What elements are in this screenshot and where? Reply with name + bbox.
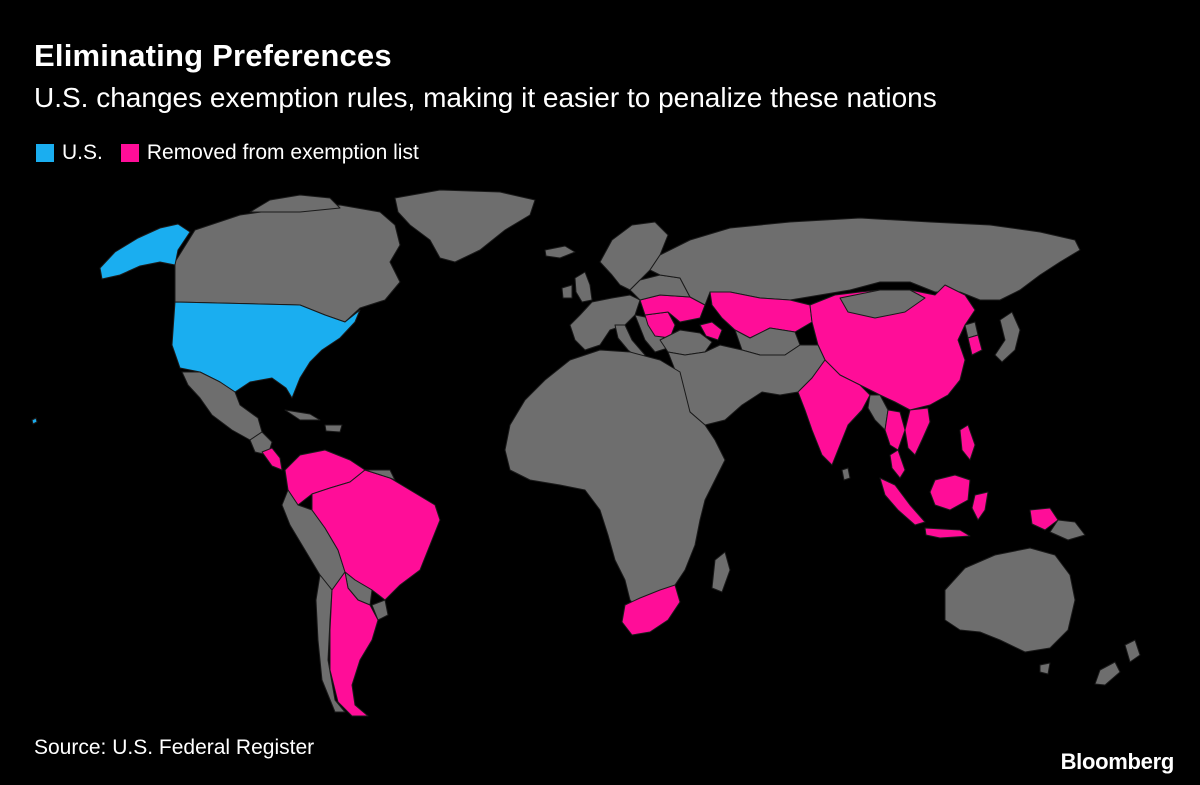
argentina [329,571,379,717]
alaska [99,223,191,280]
hispaniola [324,424,343,433]
ireland [561,284,573,299]
thailand [884,409,906,451]
source-note: Source: U.S. Federal Register [34,736,315,759]
legend-item-us: U.S. [36,141,103,165]
costa-rica [261,447,283,471]
chart-subtitle: U.S. changes exemption rules, making it … [34,82,937,113]
mongolia [839,289,926,319]
legend: U.S. Removed from exemption list [36,141,437,165]
guianas [364,469,396,481]
tasmania [1039,662,1051,675]
arctic-islands [249,194,341,213]
australia [944,547,1076,653]
south-korea [967,334,983,356]
indonesia-sumatra [879,477,926,526]
myanmar [867,394,889,431]
india [797,359,871,466]
chart-title: Eliminating Preferences [34,38,392,73]
borneo [929,474,971,511]
legend-swatch-removed [120,144,139,162]
caucasus [699,321,723,341]
legend-label-removed: Removed from exemption list [146,141,419,164]
legend-item-removed: Removed from exemption list [120,141,419,165]
indonesia-papua [1029,507,1059,531]
new-zealand-south [1094,661,1121,686]
malaysia [889,449,906,479]
philippines [959,424,976,461]
hawaii [31,417,38,425]
indonesia-sulawesi [971,491,989,521]
indonesia-java [924,527,971,539]
japan [994,311,1021,363]
cuba [284,409,321,421]
papua-new-guinea [1049,519,1086,541]
vietnam [904,407,931,456]
uk [574,271,593,303]
bloomberg-logo: Bloomberg [1060,749,1175,774]
iceland [544,245,576,259]
uruguay [371,599,389,621]
sri-lanka [841,467,851,481]
legend-label-us: U.S. [62,141,103,164]
greenland [394,189,536,263]
madagascar [711,551,731,593]
south-africa [621,584,681,636]
world-map [31,189,1141,717]
new-zealand-north [1124,639,1141,663]
legend-swatch-us [36,144,54,162]
